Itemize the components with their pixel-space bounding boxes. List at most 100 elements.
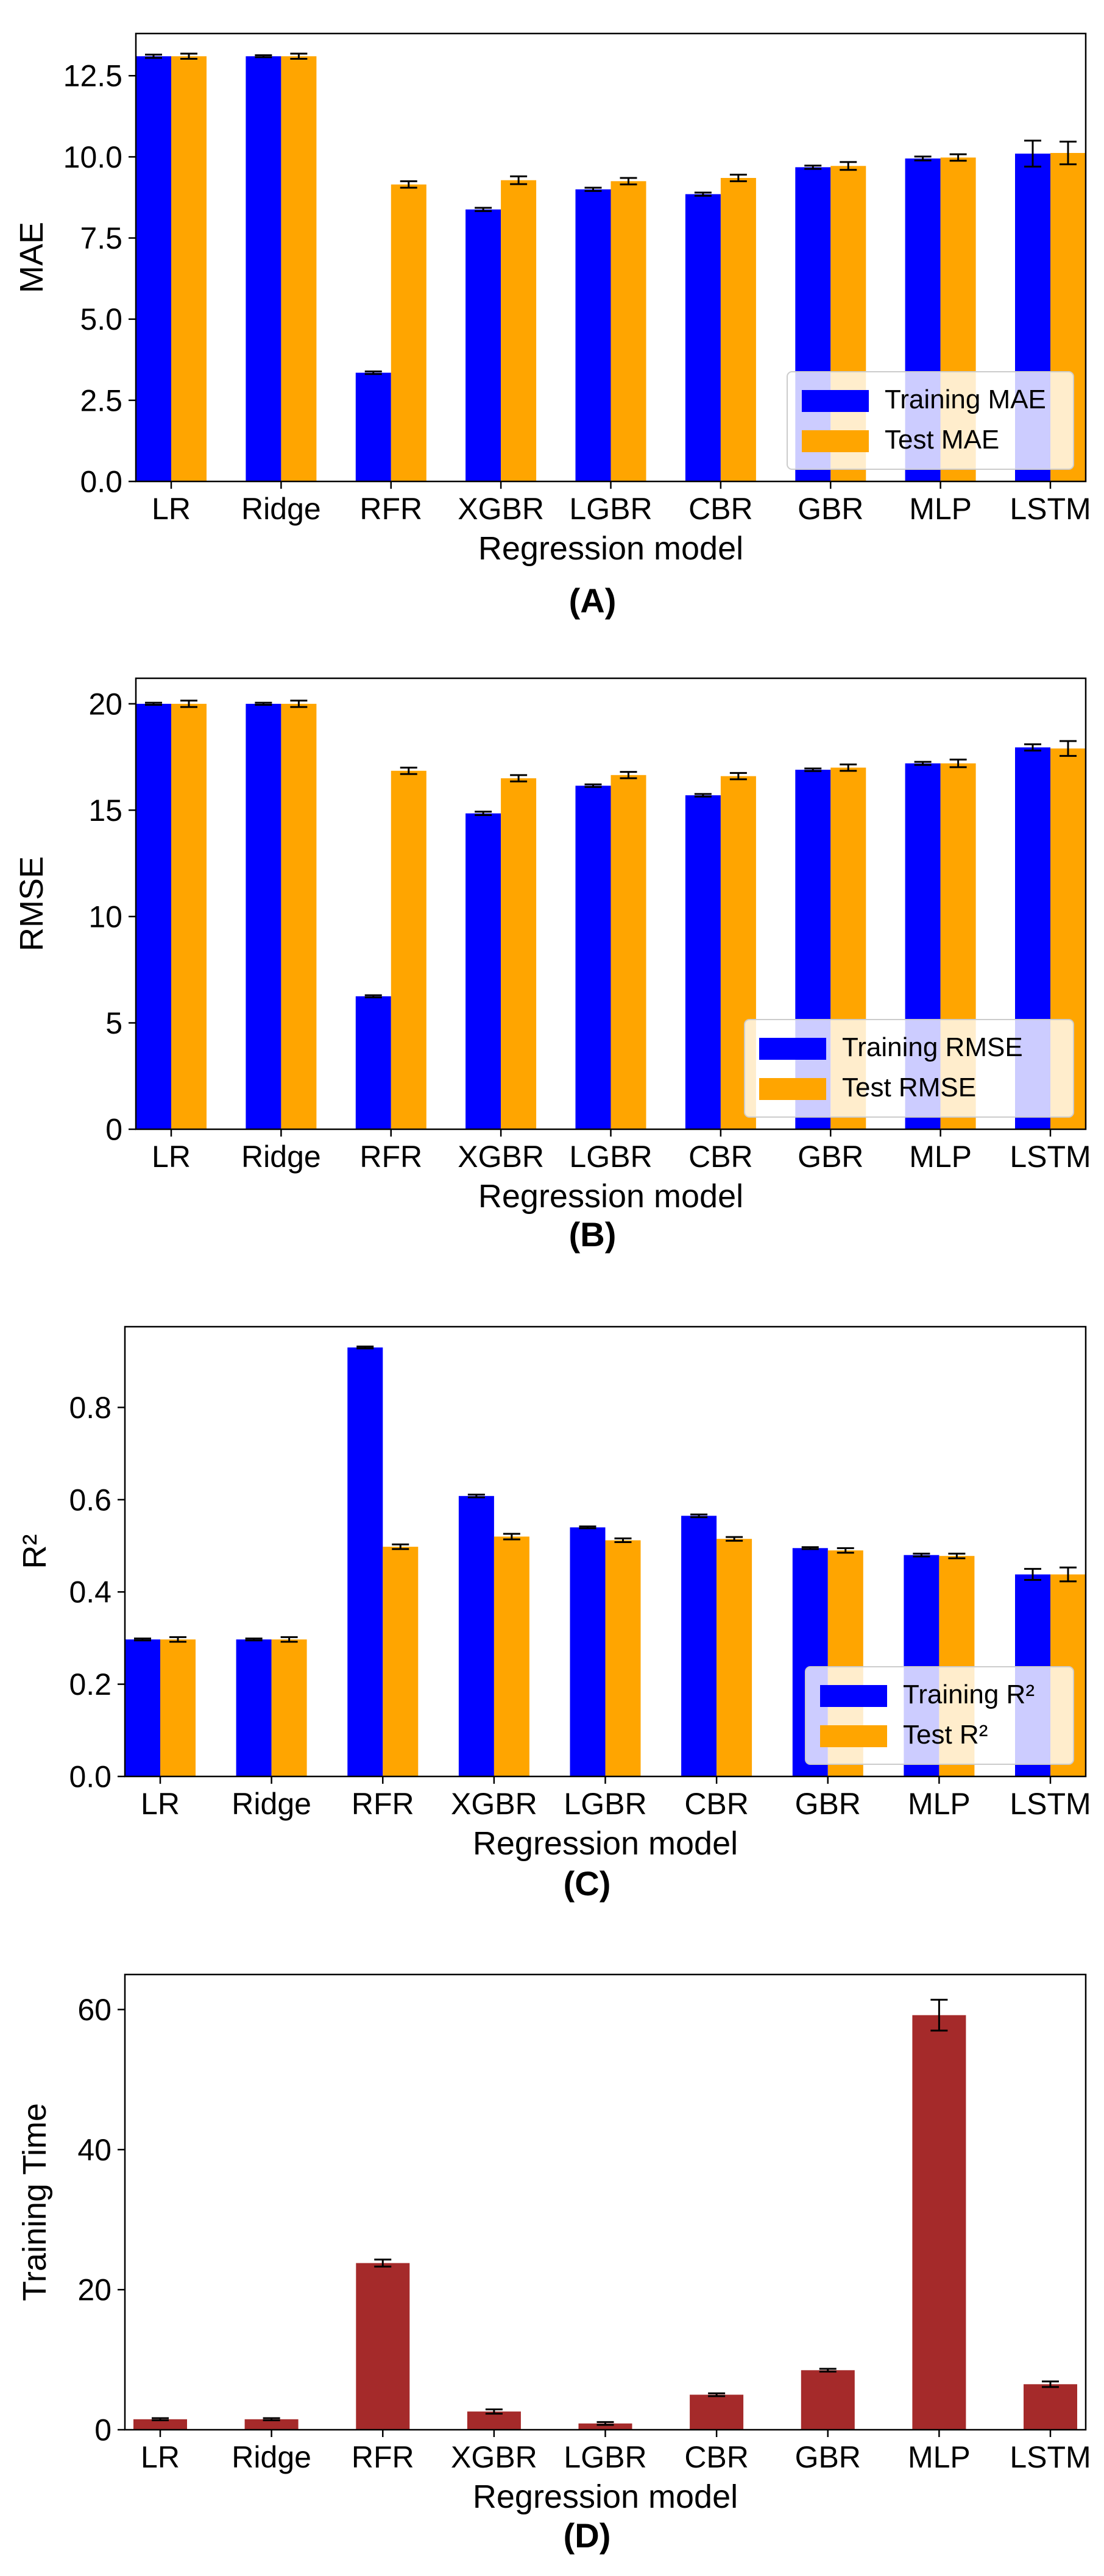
error-bar-lstm bbox=[1024, 743, 1041, 752]
bar-rfr bbox=[356, 2263, 410, 2430]
bar-xgbr bbox=[501, 180, 537, 481]
bar-lstm bbox=[1024, 2384, 1077, 2430]
legend: Training R² Test R² bbox=[805, 1666, 1074, 1765]
error-bar-mlp bbox=[949, 153, 967, 162]
bar-ridge bbox=[281, 703, 317, 1129]
error-bar-xgbr bbox=[485, 2408, 503, 2415]
error-bar-gbr bbox=[840, 161, 857, 171]
bar-lr bbox=[133, 2419, 187, 2430]
error-bar-rfr bbox=[400, 180, 417, 189]
bar-lgbr bbox=[605, 1540, 641, 1776]
error-bar-lr bbox=[152, 2417, 169, 2421]
y-tick-label: 10.0 bbox=[63, 140, 122, 174]
legend-swatch bbox=[820, 1685, 887, 1707]
x-tick-label: MLP bbox=[908, 1787, 971, 1821]
error-bar-ridge bbox=[255, 701, 272, 706]
x-tick-label: GBR bbox=[798, 1140, 863, 1174]
y-axis-label: R² bbox=[16, 1535, 53, 1569]
error-bar-mlp bbox=[914, 761, 932, 766]
x-tick-label: Ridge bbox=[232, 1787, 311, 1821]
x-tick-label: XGBR bbox=[451, 1787, 537, 1821]
error-bar-gbr bbox=[804, 767, 822, 772]
y-tick-label: 7.5 bbox=[80, 221, 122, 255]
x-tick-label: LGBR bbox=[564, 2440, 646, 2474]
error-bar-lstm bbox=[1042, 2380, 1059, 2388]
x-tick-label: XGBR bbox=[458, 1140, 544, 1174]
x-tick-label: RFR bbox=[359, 1140, 422, 1174]
bar-xgbr bbox=[501, 778, 537, 1129]
bar-cbr bbox=[681, 1516, 717, 1776]
error-bar-lgbr bbox=[584, 783, 602, 788]
error-bar-ridge bbox=[263, 2417, 280, 2421]
bar-gbr bbox=[801, 2370, 855, 2430]
bar-lgbr bbox=[570, 1527, 606, 1776]
error-bar-rfr bbox=[364, 370, 382, 375]
bar-xgbr bbox=[465, 813, 501, 1129]
error-bar-cbr bbox=[729, 772, 747, 781]
legend-box bbox=[744, 1019, 1074, 1118]
bar-lr bbox=[171, 56, 207, 482]
x-tick-label: LSTM bbox=[1010, 492, 1091, 526]
error-bar-ridge bbox=[280, 1636, 298, 1643]
y-tick-label: 5 bbox=[105, 1006, 122, 1040]
x-tick-label: LSTM bbox=[1010, 2440, 1091, 2474]
x-tick-label: CBR bbox=[688, 1140, 753, 1174]
x-tick-label: LR bbox=[152, 1140, 191, 1174]
bar-cbr bbox=[720, 178, 756, 481]
x-tick-label: LR bbox=[152, 492, 191, 526]
error-bar-lstm bbox=[1060, 740, 1077, 757]
error-bar-rfr bbox=[364, 994, 382, 999]
bar-xgbr bbox=[458, 1496, 494, 1776]
error-bar-lgbr bbox=[596, 2421, 614, 2426]
x-tick-label: CBR bbox=[684, 2440, 749, 2474]
error-bar-cbr bbox=[729, 174, 747, 182]
x-tick-label: CBR bbox=[688, 492, 753, 526]
bar-lgbr bbox=[610, 775, 646, 1129]
legend-label: Test R² bbox=[903, 1720, 988, 1750]
x-tick-label: RFR bbox=[352, 2440, 414, 2474]
legend-swatch bbox=[759, 1078, 826, 1100]
bar-cbr bbox=[685, 194, 721, 481]
x-tick-label: LGBR bbox=[564, 1787, 646, 1821]
bar-lr bbox=[160, 1639, 196, 1776]
bar-ridge bbox=[281, 56, 317, 482]
x-tick-label: XGBR bbox=[451, 2440, 537, 2474]
y-tick-label: 0.0 bbox=[80, 465, 122, 499]
bar-ridge bbox=[244, 2419, 299, 2430]
x-tick-label: LGBR bbox=[569, 492, 652, 526]
error-bar-mlp bbox=[930, 1998, 948, 2032]
panel-d: 0 20 40 60 LR Ridge RFR XGBR LGBR CBR GBR MLP LSTM Re… bbox=[16, 1973, 1091, 2555]
y-tick-label: 0 bbox=[105, 1113, 122, 1147]
bar-cbr bbox=[690, 2394, 744, 2430]
panel-label: (C) bbox=[564, 1864, 611, 1903]
bar-rfr bbox=[391, 770, 426, 1129]
error-bar-lr bbox=[145, 701, 162, 706]
legend: Training MAE Test MAE bbox=[787, 371, 1074, 470]
error-bar-mlp bbox=[949, 758, 967, 768]
y-tick-label: 20 bbox=[77, 2273, 111, 2307]
error-bar-lr bbox=[169, 1636, 186, 1643]
y-tick-label: 0 bbox=[94, 2413, 111, 2447]
x-tick-label: GBR bbox=[798, 492, 863, 526]
panel-c: 0.0 0.2 0.4 0.6 0.8 LR Ridge RFR XGBR LGBR CBR GBR M… bbox=[16, 1325, 1091, 1903]
bar-lgbr bbox=[610, 181, 646, 481]
bar-cbr bbox=[717, 1539, 752, 1776]
error-bar-gbr bbox=[801, 1546, 819, 1550]
error-bar-ridge bbox=[245, 1637, 263, 1642]
x-tick-label: GBR bbox=[795, 2440, 861, 2474]
bar-lr bbox=[171, 703, 207, 1129]
error-bar-gbr bbox=[840, 763, 857, 772]
x-tick-label: GBR bbox=[795, 1787, 861, 1821]
error-bar-lr bbox=[180, 52, 197, 60]
error-bar-gbr bbox=[804, 165, 822, 170]
error-bar-mlp bbox=[914, 155, 932, 161]
y-axis-label: RMSE bbox=[13, 856, 50, 951]
panel-a: 0.0 2.5 5.0 7.5 10.0 12.5 LR Ridge RFR XGBR LGBR CB… bbox=[13, 32, 1091, 620]
series-a bbox=[133, 1998, 1077, 2430]
legend-label: Test RMSE bbox=[842, 1073, 976, 1102]
error-bar-lstm bbox=[1060, 140, 1077, 166]
error-bar-rfr bbox=[392, 1543, 409, 1550]
error-bar-lgbr bbox=[620, 771, 637, 779]
error-bar-cbr bbox=[694, 793, 712, 798]
